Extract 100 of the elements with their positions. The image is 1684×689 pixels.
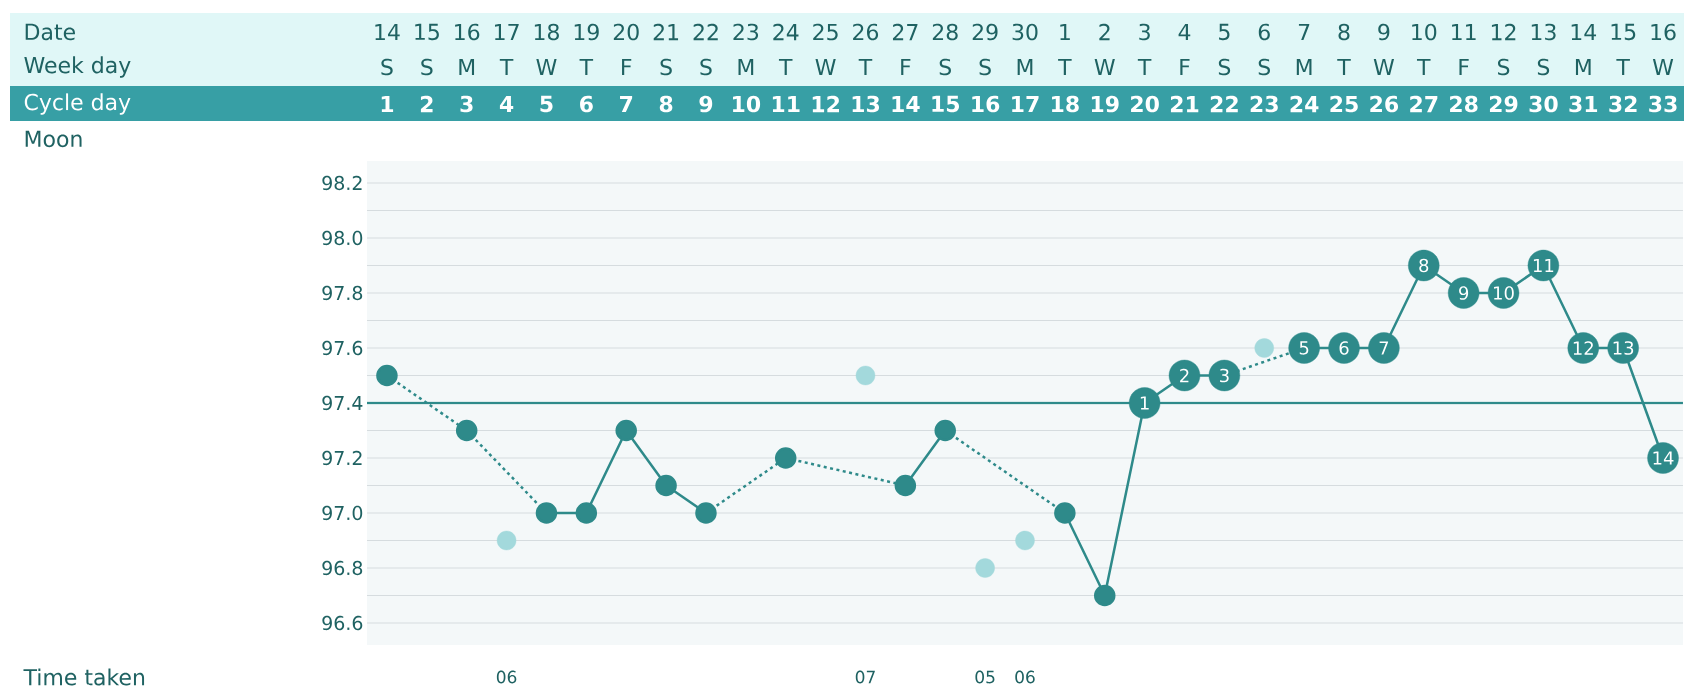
text: 23 (733, 23, 759, 41)
x-tick-label: 7 (620, 95, 633, 113)
x-tick-label: 28 (1450, 95, 1478, 113)
text: 30 (1012, 23, 1038, 41)
text: S (1497, 58, 1510, 76)
x-tick-label: 27 (1410, 95, 1438, 113)
text: 28 (932, 23, 958, 41)
x-tick-label: 17 (1012, 95, 1039, 113)
text: F (1180, 58, 1190, 76)
x-tick-label: 21 (1170, 95, 1199, 113)
x-tick-label: 19 (1091, 95, 1119, 113)
text: M (459, 58, 475, 76)
text: F (622, 58, 632, 76)
text: Week day (24, 56, 131, 78)
text: 8 (1338, 23, 1350, 41)
x-tick-label: 31 (1569, 95, 1598, 113)
text: W (536, 58, 557, 76)
annotation: 9 (1459, 286, 1469, 300)
x-tick-label: 24 (1290, 95, 1319, 113)
x-tick-label: 10 (733, 95, 761, 113)
text: S (939, 58, 951, 76)
text: M (1575, 58, 1591, 76)
annotation: 10 (1494, 286, 1514, 300)
text: T (1337, 58, 1351, 76)
text: T (858, 58, 873, 76)
text: T (1137, 58, 1152, 76)
annotation: 7 (1379, 341, 1389, 355)
text: W (1652, 58, 1674, 76)
text: 2 (1099, 23, 1110, 41)
text: S (700, 58, 712, 76)
text: T (579, 58, 594, 76)
x-tick-label: 32 (1609, 95, 1637, 113)
text: W (1373, 58, 1395, 76)
text: S (421, 58, 433, 76)
text: Moon (25, 130, 82, 148)
annotation: 13 (1613, 341, 1634, 355)
text: T (499, 58, 514, 76)
point (1254, 338, 1274, 358)
text: M (1017, 58, 1033, 76)
x-tick-label: 11 (772, 95, 800, 113)
x-tick-label: 22 (1210, 95, 1238, 113)
text: 3 (1139, 23, 1150, 41)
annotation: 11 (1533, 258, 1554, 273)
text: 10 (1412, 23, 1437, 41)
point (496, 530, 517, 551)
text: 14 (375, 23, 400, 41)
text: 6 (1258, 23, 1270, 41)
x-tick-label: 16 (972, 95, 1000, 113)
text: M (1296, 58, 1312, 76)
text: W (1094, 58, 1115, 76)
text: 7 (1298, 23, 1310, 41)
annotation: 8 (1419, 258, 1429, 273)
text: 15 (1611, 23, 1636, 41)
x-tick-label: 3 (460, 95, 473, 113)
text: 4 (1178, 23, 1191, 41)
text: F (901, 58, 911, 76)
text: 25 (813, 23, 838, 41)
x-tick-label: 15 (932, 95, 960, 113)
annotation: 5 (1299, 341, 1309, 355)
text: 12 (1491, 23, 1516, 41)
text: 29 (972, 23, 998, 41)
x-tick-label: 1 (381, 95, 394, 113)
text: 24 (773, 23, 799, 41)
text: 27 (892, 23, 918, 41)
text: 5 (1219, 23, 1230, 41)
y-tick-label: 96.8 (322, 560, 363, 576)
text: 18 (534, 23, 559, 41)
x-tick-label: 25 (1330, 95, 1358, 113)
text: 17 (495, 23, 519, 41)
text: T (778, 58, 793, 76)
annotation: 12 (1573, 341, 1593, 355)
text: 20 (613, 23, 639, 41)
point (975, 558, 995, 578)
text: S (1218, 58, 1231, 76)
y-tick-label: 98.0 (322, 230, 363, 246)
x-tick-label: 20 (1131, 95, 1159, 113)
annotation: 1 (1140, 396, 1149, 410)
y-tick-label: 96.6 (322, 615, 363, 631)
y-tick-label: 97.6 (322, 340, 363, 356)
x-tick-label: 12 (812, 95, 839, 113)
x-tick-label: 23 (1250, 95, 1278, 113)
x-tick-label: 6 (580, 95, 593, 113)
x-tick-label: 2 (420, 95, 433, 113)
x-tick-label: 29 (1489, 95, 1518, 113)
text: T (1058, 58, 1072, 76)
text: 05 (975, 670, 995, 684)
text: 14 (1571, 23, 1597, 41)
text: 21 (653, 23, 679, 41)
x-tick-label: 30 (1529, 95, 1558, 113)
y-tick-label: 97.8 (322, 285, 363, 301)
text: 22 (693, 23, 718, 41)
text: 16 (455, 23, 480, 41)
text: S (979, 58, 991, 76)
text: 11 (1452, 23, 1476, 41)
text: 06 (1015, 670, 1035, 684)
x-tick-label: 33 (1649, 95, 1677, 113)
text: S (1258, 58, 1271, 76)
point (1015, 530, 1035, 551)
annotation: 2 (1180, 368, 1189, 383)
text: T (1416, 58, 1431, 76)
